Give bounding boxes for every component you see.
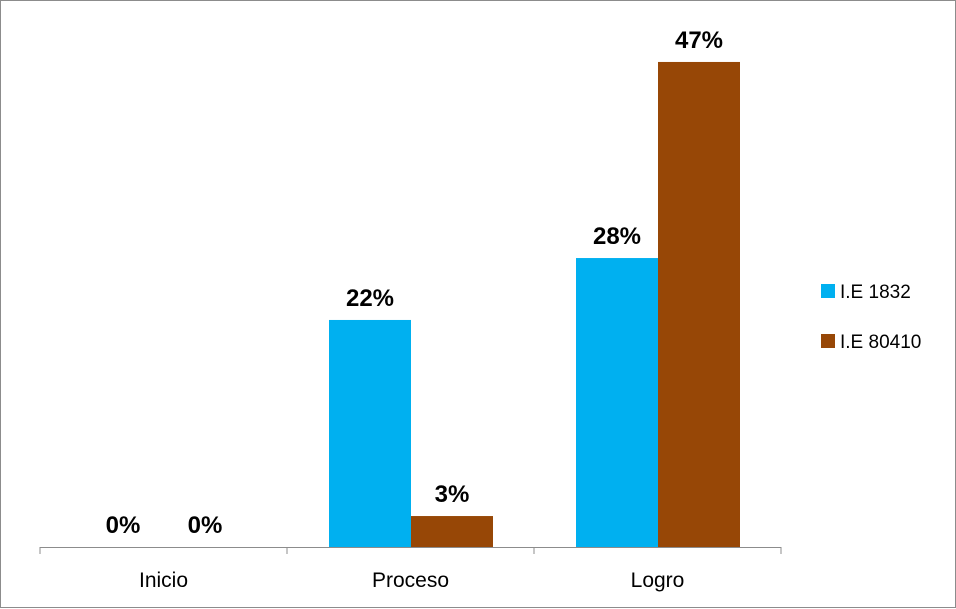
legend-swatch-i-e-80410: [821, 334, 835, 348]
legend-label-i-e-1832: I.E 1832: [840, 282, 911, 303]
data-label-inicio-i-e-1832: 0%: [106, 512, 141, 539]
data-label-proceso-i-e-1832: 22%: [346, 285, 394, 312]
legend-label-i-e-80410: I.E 80410: [840, 332, 921, 353]
data-label-logro-i-e-1832: 28%: [593, 223, 641, 250]
data-labels-layer: 0% 0% 22% 3% 28% 47%: [106, 27, 723, 539]
data-label-proceso-i-e-80410: 3%: [435, 481, 470, 508]
x-axis: Inicio Proceso Logro: [39, 547, 782, 592]
data-label-logro-i-e-80410: 47%: [675, 27, 723, 54]
x-tick-label-inicio: Inicio: [139, 569, 188, 592]
bar-proceso-i-e-1832: [329, 319, 411, 547]
data-label-inicio-i-e-80410: 0%: [188, 512, 223, 539]
bars-layer: [329, 61, 740, 548]
bar-proceso-i-e-80410: [411, 516, 493, 547]
x-tick-label-proceso: Proceso: [372, 569, 449, 592]
legend: I.E 1832 I.E 80410: [821, 282, 921, 353]
legend-swatch-i-e-1832: [821, 284, 835, 298]
bar-logro-i-e-1832: [576, 258, 658, 547]
bar-logro-i-e-80410: [658, 61, 740, 548]
x-tick-label-logro: Logro: [631, 569, 685, 592]
